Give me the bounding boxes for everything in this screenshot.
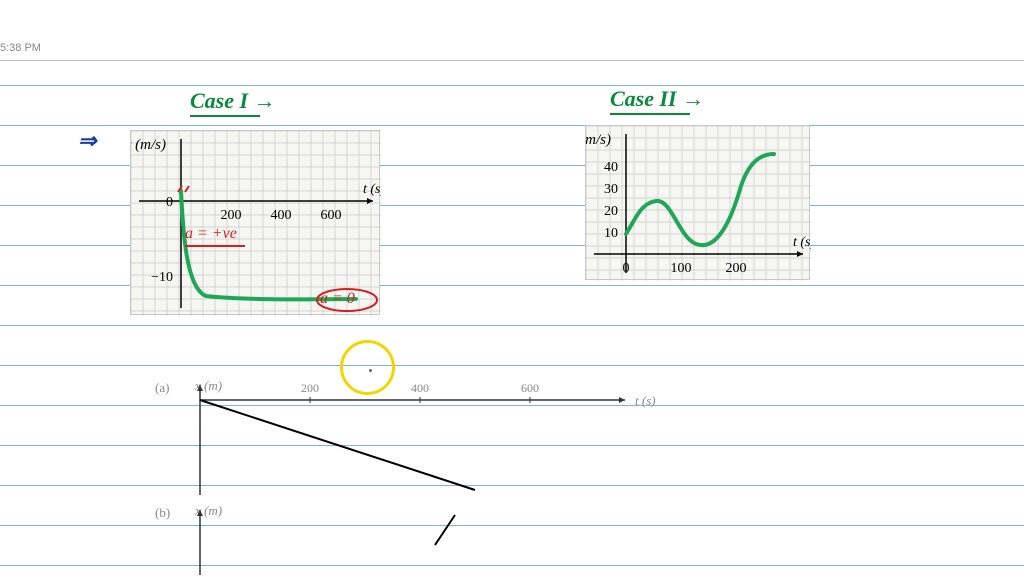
bottom-chart-a: (a) x (m) t (s) 200 400 600 — [155, 380, 685, 500]
svg-text:v (m/s): v (m/s) — [131, 137, 166, 153]
cursor-dot — [369, 369, 372, 372]
svg-text:v (m/s): v (m/s) — [586, 132, 611, 148]
svg-text:0: 0 — [623, 261, 630, 276]
svg-text:600: 600 — [321, 208, 342, 223]
svg-text:x (m): x (m) — [194, 505, 222, 518]
top-border — [0, 60, 1024, 61]
svg-text:x (m): x (m) — [194, 380, 222, 393]
case2-chart: v (m/s) 0 100 200 10 20 30 40 t (s) — [585, 125, 810, 280]
svg-text:(b): (b) — [155, 505, 170, 520]
bottom-a-svg: (a) x (m) t (s) 200 400 600 — [155, 380, 685, 495]
case1-annot-1-text: a = +ve — [185, 225, 237, 242]
svg-text:t (s): t (s) — [363, 182, 381, 197]
case2-title-text: Case II → — [610, 86, 704, 111]
svg-text:400: 400 — [411, 381, 429, 395]
case1-title-text: Case I → — [190, 88, 276, 113]
case1-annot-2: a = 0 — [320, 290, 355, 308]
case1-annot-1: a = +ve — [185, 225, 237, 243]
svg-text:0: 0 — [166, 195, 173, 210]
svg-text:t (s): t (s) — [635, 393, 656, 408]
svg-text:(a): (a) — [155, 380, 169, 395]
timestamp: 5:38 PM — [0, 42, 41, 54]
cursor-highlight — [340, 340, 395, 395]
bottom-chart-b: (b) x (m) — [155, 505, 685, 580]
svg-text:200: 200 — [301, 381, 319, 395]
svg-text:10: 10 — [604, 226, 618, 241]
bottom-b-svg: (b) x (m) — [155, 505, 685, 575]
svg-text:t (s): t (s) — [793, 235, 811, 250]
case1-annot-2-text: a = 0 — [320, 290, 355, 307]
svg-text:400: 400 — [271, 208, 292, 223]
svg-text:40: 40 — [604, 160, 618, 175]
svg-text:100: 100 — [671, 261, 692, 276]
arrow-annotation: ⇒ — [78, 128, 96, 154]
svg-text:200: 200 — [726, 261, 747, 276]
svg-text:200: 200 — [221, 208, 242, 223]
svg-text:600: 600 — [521, 381, 539, 395]
case2-title: Case II → — [610, 86, 704, 112]
case2-svg: v (m/s) 0 100 200 10 20 30 40 t (s) — [586, 126, 811, 281]
svg-text:30: 30 — [604, 182, 618, 197]
case1-title: Case I → — [190, 88, 276, 114]
svg-text:20: 20 — [604, 204, 618, 219]
svg-text:−10: −10 — [151, 270, 173, 285]
